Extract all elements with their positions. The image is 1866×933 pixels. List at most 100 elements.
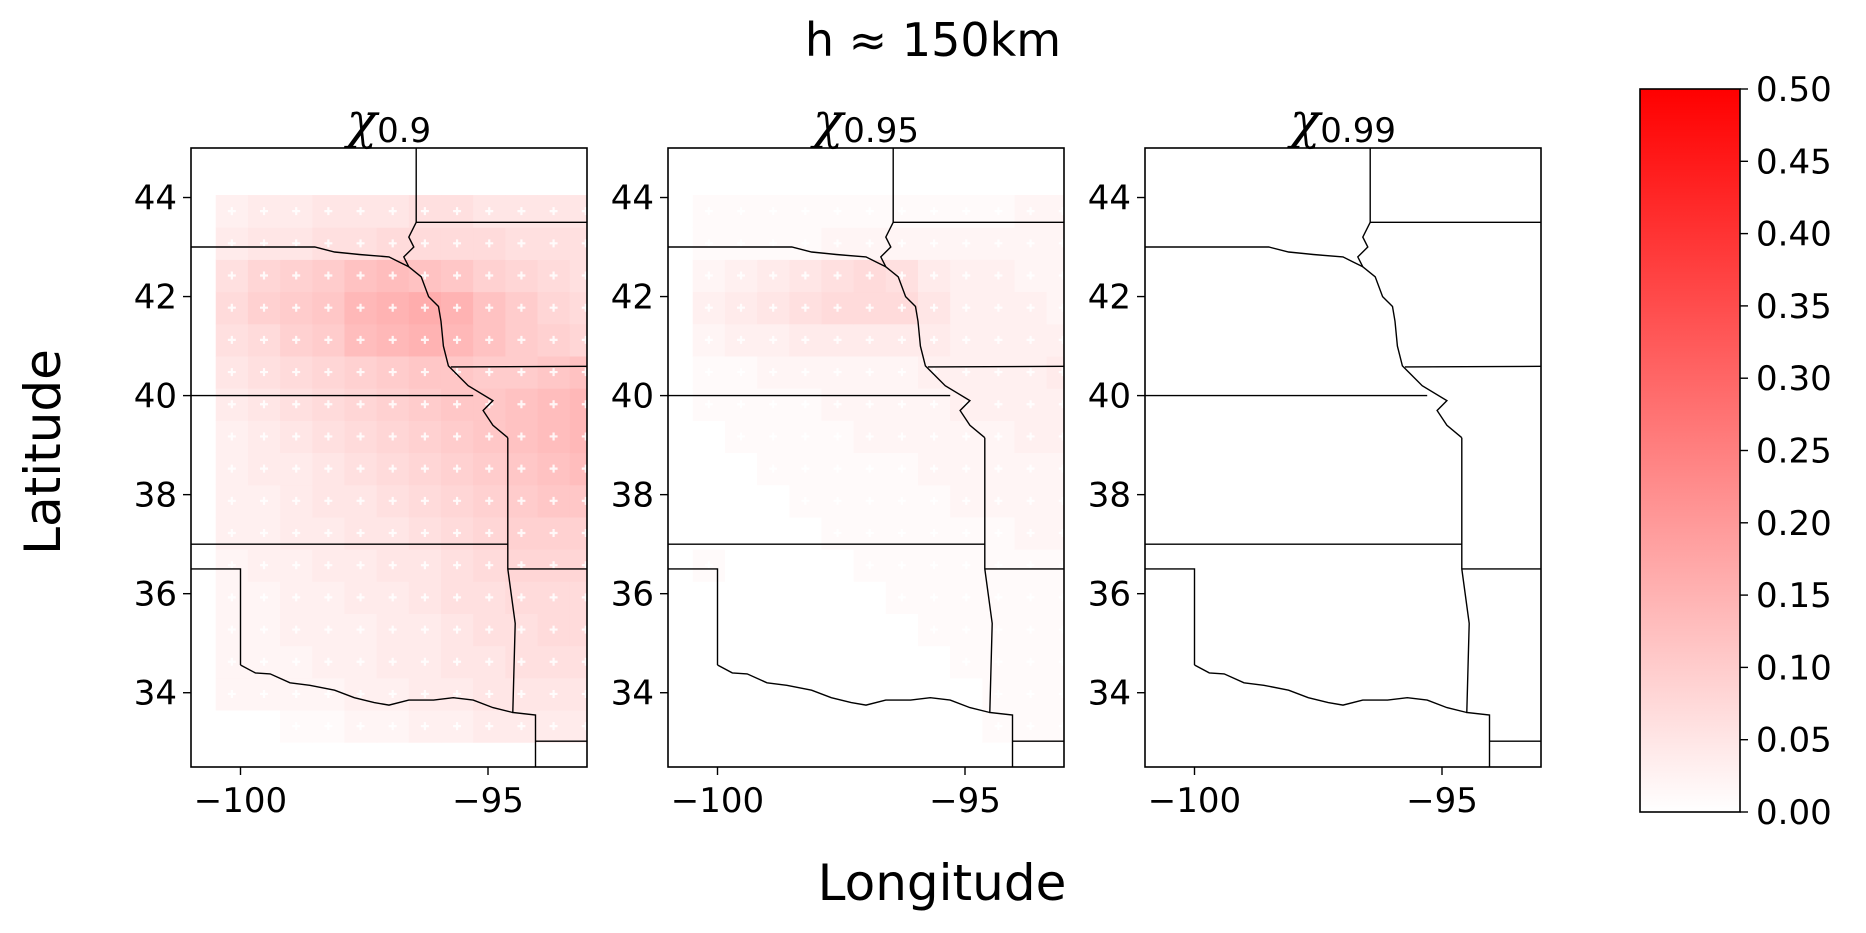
grid-point-marker [388,529,397,538]
grid-point-marker [260,368,269,377]
grid-point-marker [646,626,654,634]
heat-cell [1298,355,1332,389]
grid-point-marker [356,625,365,634]
heat-cell [1427,677,1460,711]
panel-title-subscript: 0.9 [377,111,431,151]
heat-cell [1588,292,1621,325]
grid-point-marker [517,561,526,570]
state-border [984,437,1014,767]
grid-point-marker [704,207,713,216]
grid-point-marker [227,335,236,344]
grid-point-marker [962,529,971,538]
heat-cell [1588,710,1621,743]
heat-cell [1234,291,1267,325]
y-tick-label: 40 [134,377,177,417]
grid-point-marker [356,593,365,602]
heat-cell [1298,323,1332,357]
heat-cell [1556,227,1589,260]
heat-cell [1491,645,1525,679]
heat-cell [569,420,587,454]
heat-cell [1427,549,1460,582]
heat-cell [821,677,855,711]
grid-point-marker [930,335,939,344]
heat-cell [1491,677,1525,711]
grid-point-marker [420,625,429,634]
y-tick-label: 44 [1088,179,1131,219]
grid-point-marker [930,464,939,473]
grid-point-marker [227,464,236,473]
grid-point-marker [737,400,746,409]
heat-cell [1523,484,1541,518]
heat-cell [1169,645,1203,679]
heat-cell [1588,646,1621,679]
grid-point-marker [1058,496,1064,505]
grid-point-marker [1058,271,1064,280]
heat-cell [724,484,758,518]
heat-cell [1234,710,1267,743]
grid-point-marker [614,658,622,666]
grid-point-marker [549,529,558,538]
heat-cell [1556,324,1589,357]
heat-cell [1234,677,1267,711]
heat-cell [1330,195,1364,228]
heat-cell [1394,581,1428,614]
heat-cell [853,581,887,614]
panel-title: χ0.9 [344,92,431,151]
grid-point-marker [485,657,494,666]
heat-cell [569,710,587,743]
grid-point-marker [1058,239,1064,248]
heat-cell [1079,517,1112,550]
heat-cell [917,710,951,743]
grid-point-marker [614,368,622,376]
heat-cell [1234,452,1267,486]
grid-point-marker [260,335,269,344]
grid-point-marker [801,239,810,248]
grid-point-marker [260,464,269,473]
state-border [1145,568,1196,665]
state-border [1356,221,1463,439]
grid-point-marker [1123,561,1131,569]
heat-cell [1234,484,1267,518]
state-border [191,568,242,665]
figure-suptitle: h ≈ 150km [805,13,1061,67]
grid-point-marker [453,593,462,602]
heat-cell [1330,452,1364,486]
heat-cell [821,549,855,582]
heat-cell [1169,291,1203,325]
heat-cell [1201,420,1235,454]
grid-point-marker [581,625,587,634]
heat-cell [1394,420,1428,454]
grid-point-marker [769,432,778,441]
heat-cell [1394,323,1428,357]
grid-point-marker [704,303,713,312]
y-tick-label: 42 [611,278,654,318]
heat-cell [1427,484,1460,518]
grid-point-marker [581,400,587,409]
grid-point-marker [517,496,526,505]
heat-cell [1556,453,1589,486]
x-axis-label: Longitude [818,854,1067,912]
heat-cell [569,291,587,325]
panel-title-symbol: χ [1287,92,1323,150]
grid-point-marker [227,207,236,216]
map-panel-1: χ0.9 −100 −95 34 36 38 40 42 44 [134,92,654,821]
grid-point-marker [801,335,810,344]
heat-cell [1111,517,1144,550]
grid-point-marker [994,207,1003,216]
y-tick-label: 42 [134,278,177,318]
grid-point-marker [356,529,365,538]
grid-point-marker [930,625,939,634]
grid-point-marker [485,335,494,344]
grid-point-marker [420,593,429,602]
heat-cell [885,710,919,743]
map-panel-2: χ0.95 −100 −95 34 36 38 40 42 44 [611,92,1144,821]
grid-point-marker [581,335,587,344]
grid-point-marker [614,626,622,634]
heat-cell [569,227,587,260]
heat-cell [1046,613,1064,647]
grid-point-marker [420,400,429,409]
grid-point-marker [1026,593,1035,602]
heat-cell [1046,420,1064,454]
grid-point-marker [581,239,587,248]
heat-cell [1234,581,1267,614]
